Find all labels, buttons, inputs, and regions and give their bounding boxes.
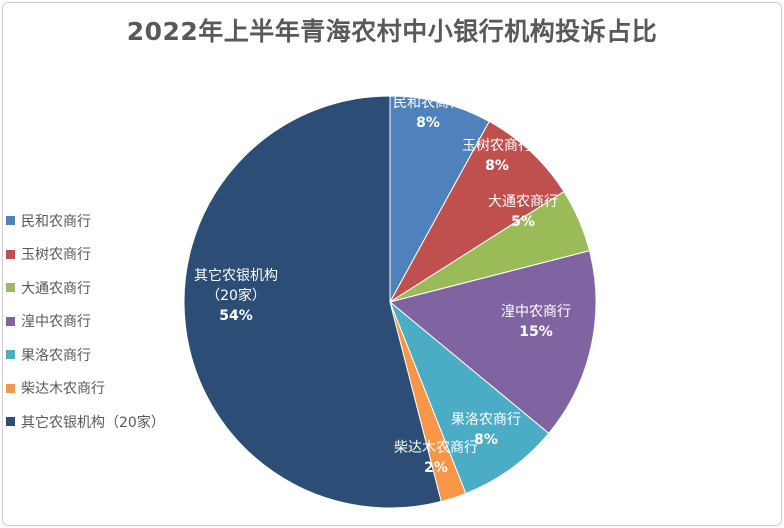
legend-swatch <box>6 350 15 360</box>
pie-slice <box>183 95 442 509</box>
legend-swatch <box>6 216 15 226</box>
legend-item: 民和农商行 <box>6 204 165 238</box>
pie-slice <box>389 301 550 495</box>
slice-data-label: 民和农商行 8% <box>393 95 463 131</box>
legend-label: 其它农银机构（20家） <box>21 414 165 431</box>
slice-data-label: 湟中农商行 15% <box>501 304 571 340</box>
pie-slice <box>389 95 490 303</box>
legend-item: 湟中农商行 <box>6 305 165 339</box>
pie-slice <box>389 120 565 303</box>
legend-label: 湟中农商行 <box>21 314 91 331</box>
legend-item: 柴达木农商行 <box>6 372 165 406</box>
chart-title: 2022年上半年青海农村中小银行机构投诉占比 <box>126 17 658 46</box>
legend-item: 果洛农商行 <box>6 338 165 372</box>
pie-slice <box>388 250 597 435</box>
legend-label: 果洛农商行 <box>21 347 91 364</box>
legend-item: 玉树农商行 <box>6 238 165 272</box>
slice-data-label: 柴达木农商行 2% <box>394 440 478 476</box>
slice-data-label: 其它农银机构（20家） 54% <box>194 267 278 324</box>
legend-label: 柴达木农商行 <box>21 381 105 398</box>
chart-legend: 民和农商行玉树农商行大通农商行湟中农商行果洛农商行柴达木农商行其它农银机构（20… <box>6 204 165 439</box>
legend-swatch <box>6 383 15 393</box>
legend-swatch <box>6 417 15 427</box>
legend-label: 大通农商行 <box>21 280 91 297</box>
legend-swatch <box>6 249 15 259</box>
legend-swatch <box>6 316 15 326</box>
slice-data-label: 果洛农商行 8% <box>451 412 521 448</box>
legend-label: 民和农商行 <box>21 213 91 230</box>
legend-item: 其它农银机构（20家） <box>6 405 165 439</box>
legend-label: 玉树农商行 <box>21 247 91 264</box>
legend-swatch <box>6 283 15 293</box>
slice-data-label: 玉树农商行 8% <box>462 138 532 174</box>
legend-item: 大通农商行 <box>6 271 165 305</box>
slice-data-label: 大通农商行 5% <box>488 194 558 230</box>
